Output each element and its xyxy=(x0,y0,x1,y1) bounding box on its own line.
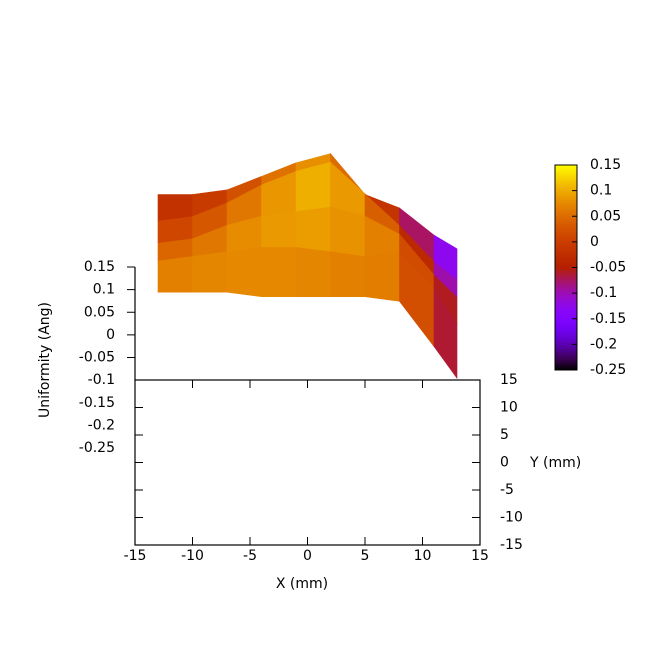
surface-patch xyxy=(433,287,458,380)
z-tick-label: -0.25 xyxy=(79,440,115,456)
colorbar-tick-label: 0.15 xyxy=(590,157,621,173)
z-tick-label: 0.05 xyxy=(84,304,115,320)
y-tick-label: -10 xyxy=(500,510,523,526)
x-tick-label: 0 xyxy=(303,548,312,564)
z-tick-label: 0.15 xyxy=(84,259,115,275)
y-axis-title: Y (mm) xyxy=(529,455,581,471)
y-tick-label: -15 xyxy=(500,537,523,553)
z-tick-label: 0 xyxy=(106,327,115,343)
y-tick-label: -5 xyxy=(500,482,514,498)
y-tick-label: 15 xyxy=(500,372,518,388)
colorbar-tick-label: -0.05 xyxy=(590,260,626,276)
y-tick-label: 0 xyxy=(500,455,509,471)
colorbar-tick-label: 0.05 xyxy=(590,208,621,224)
surface-patch xyxy=(295,206,331,253)
base-plane xyxy=(134,379,481,546)
surface-patch xyxy=(157,256,193,293)
x-tick-label: 15 xyxy=(471,548,489,564)
x-axis-title: X (mm) xyxy=(276,576,328,592)
z-tick-label: -0.1 xyxy=(88,372,115,388)
surface-patch xyxy=(192,251,228,293)
surface xyxy=(157,152,458,380)
x-tick-label: -5 xyxy=(243,548,257,564)
y-tick-label: 10 xyxy=(500,400,518,416)
colorbar-tick-label: -0.15 xyxy=(590,311,626,327)
surface-patch xyxy=(261,247,297,298)
x-tick-label: 10 xyxy=(414,548,432,564)
colorbar-tick-label: 0.1 xyxy=(590,183,612,199)
surface-patch xyxy=(330,161,366,217)
surface-patch xyxy=(226,247,262,298)
y-tick-label: 5 xyxy=(500,427,509,443)
x-tick-label: 5 xyxy=(361,548,370,564)
z-tick-label: -0.05 xyxy=(79,350,115,366)
z-tick-label: -0.2 xyxy=(88,417,115,433)
x-tick-label: -10 xyxy=(181,548,204,564)
colorbar-tick-label: -0.1 xyxy=(590,285,617,301)
surface-patch xyxy=(364,251,400,302)
surface-patch xyxy=(261,211,297,248)
colorbar-tick-label: 0 xyxy=(590,234,599,250)
x-tick-label: -15 xyxy=(124,548,147,564)
z-axis-title: Uniformity (Ang) xyxy=(37,302,53,418)
z-tick-label: -0.15 xyxy=(79,395,115,411)
z-tick-label: 0.1 xyxy=(93,282,115,298)
surface-patch xyxy=(295,247,331,298)
colorbar-tick-label: -0.2 xyxy=(590,336,617,352)
surface-patch xyxy=(330,251,366,298)
colorbar-tick-label: -0.25 xyxy=(590,362,626,378)
